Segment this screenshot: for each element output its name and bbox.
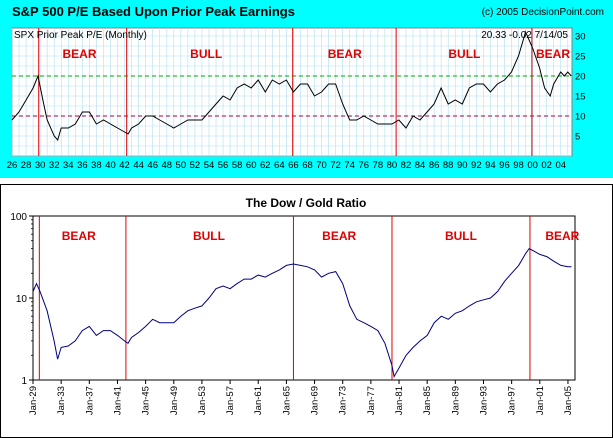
pe-x-tick-label: 58 (232, 160, 243, 171)
pe-x-tick-label: 42 (119, 160, 130, 171)
pe-x-tick-label: 38 (91, 160, 102, 171)
dow-gold-x-tick-label: Jan-01 (535, 386, 546, 415)
pe-x-tick-label: 04 (555, 160, 566, 171)
pe-x-tick-label: 80 (387, 160, 398, 171)
pe-phase-label: BEAR (63, 47, 97, 61)
pe-x-tick-label: 74 (344, 160, 355, 171)
pe-ratio-chart: S&P 500 P/E Based Upon Prior Peak Earnin… (7, 4, 604, 171)
pe-y-tick-label: 25 (575, 52, 586, 63)
pe-x-tick-label: 70 (316, 160, 327, 171)
pe-x-tick-label: 82 (401, 160, 412, 171)
pe-x-tick-label: 72 (330, 160, 341, 171)
pe-y-tick-label: 5 (575, 132, 580, 143)
dow-gold-x-tick-label: Jan-89 (450, 386, 461, 415)
dow-gold-x-tick-label: Jan-61 (253, 386, 264, 415)
dow-gold-y-tick-label: 10 (16, 294, 28, 305)
pe-x-tick-label: 96 (499, 160, 510, 171)
pe-x-tick-label: 34 (63, 160, 74, 171)
dow-gold-x-tick-label: Jan-49 (169, 386, 180, 415)
dow-gold-x-tick-label: Jan-65 (281, 386, 292, 415)
pe-x-tick-label: 64 (274, 160, 285, 171)
dow-gold-x-tick-label: Jan-93 (478, 386, 489, 415)
dow-gold-x-tick-label: Jan-45 (141, 386, 152, 415)
pe-y-tick-label: 15 (575, 92, 586, 103)
pe-x-tick-label: 40 (105, 160, 116, 171)
pe-x-tick-label: 86 (429, 160, 440, 171)
pe-x-tick-label: 32 (49, 160, 60, 171)
dow-gold-x-tick-label: Jan-81 (394, 386, 405, 415)
pe-phase-label: BULL (190, 47, 222, 61)
dow-gold-phase-label: BULL (445, 229, 477, 243)
dow-gold-phase-label: BULL (193, 229, 225, 243)
dow-gold-x-tick-label: Jan-73 (338, 386, 349, 415)
pe-x-tick-label: 48 (161, 160, 172, 171)
pe-x-tick-label: 68 (302, 160, 313, 171)
dow-gold-y-tick-label: 1 (21, 376, 27, 387)
dow-gold-x-tick-label: Jan-57 (225, 386, 236, 415)
pe-x-tick-label: 94 (485, 160, 496, 171)
pe-x-tick-label: 54 (204, 160, 215, 171)
pe-ratio-line (11, 30, 572, 142)
pe-x-tick-label: 00 (527, 160, 538, 171)
pe-phase-label: BEAR (328, 47, 362, 61)
dow-gold-x-tick-label: Jan-77 (366, 386, 377, 415)
dow-gold-x-tick-label: Jan-33 (56, 386, 67, 415)
pe-x-tick-label: 92 (471, 160, 482, 171)
pe-x-tick-label: 28 (21, 160, 32, 171)
pe-x-tick-label: 44 (133, 160, 144, 171)
pe-x-tick-label: 56 (218, 160, 229, 171)
pe-y-tick-label: 20 (575, 72, 586, 83)
dow-gold-x-tick-label: Jan-69 (310, 386, 321, 415)
pe-readout: 20.33 -0.02 7/14/05 (481, 30, 568, 41)
dow-gold-x-tick-label: Jan-29 (28, 386, 39, 415)
dow-gold-x-tick-label: Jan-85 (422, 386, 433, 415)
pe-x-tick-label: 98 (513, 160, 524, 171)
dow-gold-phase-label: BEAR (62, 229, 96, 243)
dow-gold-x-tick-label: Jan-37 (84, 386, 95, 415)
dow-gold-phase-label: BEAR (322, 229, 356, 243)
pe-x-tick-label: 60 (246, 160, 257, 171)
dow-gold-x-tick-label: Jan-53 (197, 386, 208, 415)
pe-chart-copyright: (c) 2005 DecisionPoint.com (482, 7, 604, 18)
dow-gold-y-tick-label: 100 (10, 212, 27, 223)
pe-x-tick-label: 76 (358, 160, 369, 171)
pe-y-tick-label: 30 (575, 32, 586, 43)
pe-ratio-chart-panel: S&P 500 P/E Based Upon Prior Peak Earnin… (0, 0, 613, 178)
pe-x-tick-label: 62 (260, 160, 271, 171)
dow-gold-x-tick-label: Jan-41 (112, 386, 123, 415)
dow-gold-phase-label: BEAR (545, 229, 579, 243)
pe-series-label: SPX Prior Peak P/E (Monthly) (14, 30, 147, 41)
dow-gold-ratio-line (32, 247, 572, 379)
pe-x-tick-label: 90 (457, 160, 468, 171)
pe-x-tick-label: 30 (35, 160, 46, 171)
pe-x-tick-label: 26 (7, 160, 18, 171)
pe-x-tick-label: 52 (190, 160, 201, 171)
dow-gold-chart-title: The Dow / Gold Ratio (246, 196, 367, 210)
pe-x-tick-label: 84 (415, 160, 426, 171)
pe-phase-label: BULL (448, 47, 480, 61)
dow-gold-chart: The Dow / Gold Ratio BEAR BULL BEAR BULL BEA… (0, 184, 613, 438)
dow-gold-plot-area (32, 215, 576, 381)
pe-chart-title: S&P 500 P/E Based Upon Prior Peak Earnin… (12, 4, 295, 19)
dow-gold-x-tick-label: Jan-97 (507, 386, 518, 415)
pe-x-tick-label: 02 (541, 160, 552, 171)
dow-gold-chart-panel: The Dow / Gold Ratio BEAR BULL BEAR BULL BEA… (0, 184, 613, 438)
pe-x-tick-label: 66 (288, 160, 299, 171)
pe-x-tick-label: 88 (443, 160, 454, 171)
pe-x-tick-label: 78 (373, 160, 384, 171)
pe-x-tick-label: 50 (176, 160, 187, 171)
pe-y-tick-label: 10 (575, 112, 586, 123)
pe-x-tick-label: 36 (77, 160, 88, 171)
dow-gold-x-tick-label: Jan-05 (563, 386, 574, 415)
pe-x-tick-label: 46 (147, 160, 158, 171)
pe-plot-area (11, 27, 573, 157)
pe-phase-label: BEAR (536, 47, 570, 61)
